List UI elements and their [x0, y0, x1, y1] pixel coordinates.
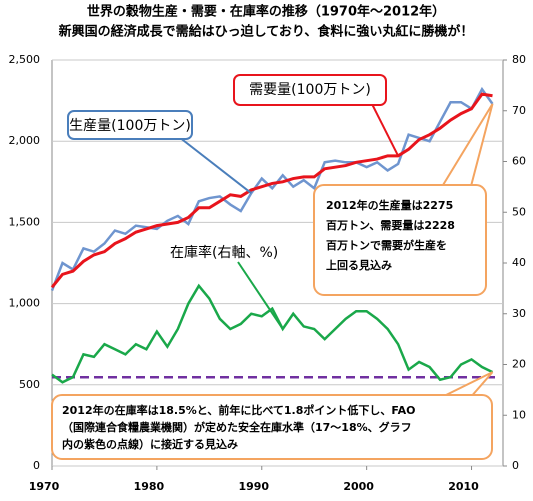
- pointer: [237, 261, 284, 330]
- y2-tick-label: 40: [512, 256, 526, 269]
- y2-tick-label: 70: [512, 104, 526, 117]
- pointer: [439, 371, 494, 399]
- legend-label: 需要量(100万トン): [249, 82, 371, 98]
- legend-label: 生産量(100万トン): [69, 118, 191, 134]
- y2-tick-label: 30: [512, 307, 526, 320]
- callout: [67, 110, 193, 140]
- annotation: 百万トン、需要量は2228: [326, 219, 455, 232]
- pointer: [369, 99, 400, 157]
- annotation: 上回る見込み: [326, 258, 392, 272]
- series-line: [51, 283, 494, 384]
- annotation: 内の紫色の点線）に接近する見込み: [62, 437, 238, 451]
- y-tick-label: 1,000: [9, 297, 41, 310]
- x-tick-label: 1990: [238, 480, 269, 493]
- pointer: [169, 129, 252, 194]
- y-tick-label: 500: [19, 378, 40, 391]
- annotation: 2012年の在庫率は18.5%と、前年に比べて1.8ポイント低下し、FAO: [62, 403, 416, 417]
- chart-title: 世界の穀物生産・需要・在庫率の推移（1970年～2012年）: [87, 4, 445, 20]
- annotation: （国際連合食糧農業機関）が定めた安全在庫水準（17～18%、グラフ: [62, 420, 412, 434]
- pointer: [439, 103, 494, 191]
- x-tick-label: 1970: [29, 480, 60, 493]
- y2-tick-label: 0: [512, 459, 519, 472]
- callout: [51, 394, 493, 460]
- y-tick-label: 2,500: [9, 53, 41, 66]
- y2-tick-label: 80: [512, 53, 526, 66]
- chart-subtitle: 新興国の経済成長で需給はひっ迫しており、食料に強い丸紅に勝機が！: [59, 24, 474, 40]
- y-tick-label: 0: [33, 459, 40, 472]
- legend-label: 在庫率(右軸、%): [170, 244, 278, 261]
- x-tick-label: 2000: [343, 480, 374, 493]
- series-line: [50, 92, 493, 289]
- annotation: 百万トンで需要が生産を: [326, 238, 447, 252]
- x-tick-label: 1980: [134, 480, 165, 493]
- y2-tick-label: 20: [512, 358, 526, 371]
- y-tick-label: 1,500: [9, 215, 41, 228]
- callout: [233, 74, 387, 106]
- annotation: 2012年の生産量は2275: [326, 198, 453, 212]
- y2-tick-label: 10: [512, 408, 526, 421]
- y-tick-label: 2,000: [9, 134, 41, 147]
- callout: [313, 184, 487, 296]
- y2-tick-label: 60: [512, 155, 526, 168]
- y2-tick-label: 50: [512, 205, 526, 218]
- x-tick-label: 2010: [448, 480, 479, 493]
